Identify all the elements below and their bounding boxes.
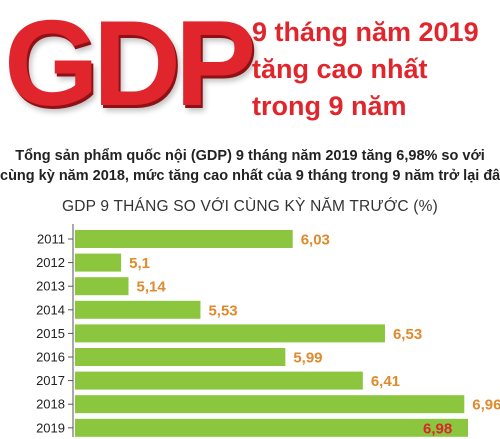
category-label: 2014 — [36, 302, 65, 317]
summary-line-2: cùng kỳ năm 2018, mức tăng cao nhất của … — [0, 168, 500, 184]
gdp-logo: GDP — [4, 0, 256, 131]
headline-line-2: tăng cao nhất — [252, 54, 428, 84]
headline-line-1: 9 tháng năm 2019 — [252, 17, 479, 47]
bar-2015 — [75, 324, 385, 343]
value-label: 5,99 — [293, 350, 322, 367]
category-label: 2015 — [36, 326, 65, 341]
category-label: 2017 — [36, 373, 65, 388]
category-label: 2016 — [36, 350, 65, 365]
category-label: 2018 — [36, 397, 65, 412]
category-label: 2012 — [36, 255, 65, 270]
value-label: 6,53 — [393, 326, 422, 343]
category-label: 2013 — [36, 279, 65, 294]
value-label: 6,98 — [423, 420, 452, 437]
bar-2016 — [75, 348, 286, 366]
bar-2011 — [75, 230, 293, 248]
category-label: 2019 — [36, 420, 65, 435]
bar-2019 — [75, 418, 468, 437]
value-label: 5,53 — [208, 302, 237, 319]
category-label: 2011 — [37, 232, 65, 247]
value-label: 6,03 — [301, 232, 330, 249]
value-label: 6,96 — [472, 397, 500, 414]
bar-2013 — [75, 277, 129, 296]
bar-2018 — [75, 395, 465, 414]
bar-2017 — [75, 371, 363, 390]
value-label: 5,14 — [137, 279, 167, 296]
headline: 9 tháng năm 2019 tăng cao nhất trong 9 n… — [252, 14, 479, 125]
summary-line-1: Tổng sản phẩm quốc nội (GDP) 9 tháng năm… — [15, 148, 485, 164]
value-label: 6,41 — [371, 373, 400, 390]
bar-chart: 2011 6,03 2012 5,1 2013 5,14 2014 5,53 2015 6,53 2… — [36, 224, 500, 437]
value-label: 5,1 — [129, 255, 150, 272]
bar-2014 — [75, 300, 201, 319]
summary-text: Tổng sản phẩm quốc nội (GDP) 9 tháng năm… — [0, 146, 500, 186]
chart-title: GDP 9 THÁNG SO VỚI CÙNG KỲ NĂM TRƯỚC (%) — [62, 198, 438, 215]
bar-2012 — [75, 253, 122, 272]
headline-line-3: trong 9 năm — [252, 91, 407, 121]
